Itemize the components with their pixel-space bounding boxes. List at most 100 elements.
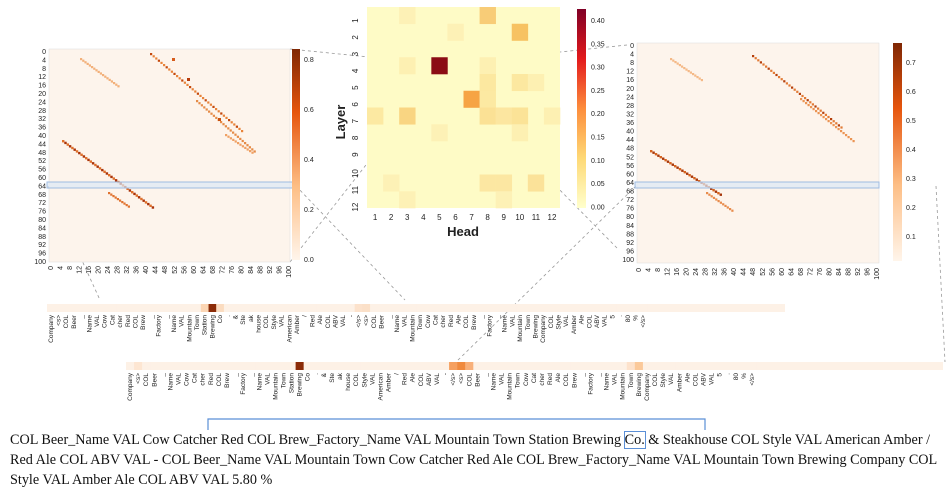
tick-label: Ale: [579, 315, 586, 325]
attention-cell: [811, 103, 814, 106]
tick-label: 0.4: [304, 157, 314, 164]
right-colorbar-ticks: 0.7 0.6 0.5 0.4 0.3 0.2 0.1: [906, 60, 916, 241]
center-x-ticks: 1 2 3 4 5 6 7 8 9 10 11 12: [373, 213, 557, 222]
attention-cell: [149, 204, 152, 207]
tick-label: 3: [351, 51, 360, 56]
tick-label: _: [479, 315, 486, 320]
heatmap-cell: [383, 174, 400, 192]
tick-label: 0.20: [591, 111, 605, 118]
attention-cell: [80, 58, 83, 61]
attention-cell: [835, 126, 838, 129]
token-cell: [385, 304, 394, 312]
tick-label: 48: [38, 150, 46, 157]
attention-cell: [752, 55, 755, 58]
attention-cell: [244, 146, 247, 149]
tick-label: VAL: [563, 315, 570, 327]
heatmap-cell: [527, 74, 545, 92]
token-cell: [362, 304, 371, 312]
token-cell: [54, 304, 63, 312]
token-cell: [439, 304, 448, 312]
token-cell: [651, 362, 660, 370]
tick-label: 0.25: [591, 88, 605, 95]
strip-bottom-cells: [126, 362, 757, 370]
tick-label: 24: [693, 268, 700, 276]
tick-label: 48: [162, 266, 169, 274]
attention-cell: [112, 195, 115, 198]
tick-label: ak: [248, 314, 255, 322]
tick-label: 16: [38, 83, 46, 90]
attention-cell: [147, 202, 150, 206]
tick-label: 4: [42, 57, 46, 64]
token-cell: [570, 362, 579, 370]
attention-cell: [830, 118, 833, 121]
token-cell: [447, 304, 455, 312]
figure-caption: COL Beer_Name VAL Cow Catcher Red COL Br…: [10, 430, 940, 490]
tick-label: <s>: [135, 373, 142, 384]
tick-label: 68: [210, 266, 217, 274]
attention-cell: [114, 179, 118, 182]
token-cell: [500, 304, 509, 312]
attention-cell: [75, 150, 79, 153]
tick-label: 56: [626, 163, 634, 170]
attention-cell: [234, 133, 237, 136]
attention-cell: [203, 106, 206, 109]
attention-cell: [729, 208, 732, 211]
attention-cell: [241, 139, 244, 143]
tick-label: Brewing: [532, 315, 539, 339]
attention-cell: [215, 116, 218, 119]
attention-cell: [73, 148, 76, 151]
tick-label: 36: [38, 125, 46, 132]
tick-label: Brewing: [209, 315, 216, 339]
tick-label: Brew: [140, 315, 147, 330]
tick-label: Town: [628, 373, 635, 389]
attention-cell: [173, 72, 176, 75]
heatmap-cell: [399, 57, 416, 75]
tick-label: 5: [717, 373, 724, 377]
tick-label: 44: [38, 141, 46, 148]
attention-cell: [731, 209, 734, 212]
tick-label: COL: [132, 315, 139, 329]
tick-label: 4: [421, 213, 426, 222]
tick-label: American: [286, 315, 293, 343]
tick-label: 0.30: [591, 65, 605, 72]
tick-label: 84: [38, 225, 46, 232]
attention-cell: [692, 73, 695, 76]
attention-cell: [650, 150, 653, 153]
attention-cell: [235, 125, 238, 128]
tick-label: /: [394, 373, 401, 375]
tick-label: cher: [200, 372, 207, 385]
tick-label: COL: [586, 315, 593, 329]
token-cell: [339, 304, 348, 312]
token-cell: [193, 304, 202, 312]
attention-cell: [127, 205, 130, 208]
token-cell: [352, 362, 361, 370]
tick-label: 0.2: [906, 205, 916, 212]
tick-label: COL: [692, 373, 699, 387]
attention-cell: [715, 198, 718, 201]
token-cell: [239, 304, 248, 312]
token-cell: [208, 304, 217, 312]
tick-label: 0.8: [304, 57, 314, 64]
attention-cell: [681, 65, 684, 68]
token-cell: [610, 362, 619, 370]
attention-cell: [835, 122, 838, 125]
tick-label: 96: [864, 268, 871, 276]
tick-label: Factory: [486, 314, 493, 336]
attention-cell: [84, 61, 87, 64]
tick-label: 8: [351, 135, 360, 140]
attention-cell: [689, 71, 692, 74]
tick-label: cher: [117, 314, 124, 327]
strip-top-labels: Company <s> COL Beer _ Name VAL Cow Cat cher Red CO…: [48, 314, 647, 343]
attention-cell: [674, 165, 677, 168]
tick-label: 60: [191, 266, 198, 274]
token-cell: [600, 304, 609, 312]
tick-label: %: [741, 373, 748, 379]
center-colorbar-ticks: 0.40 0.35 0.30 0.25 0.20 0.15 0.10 0.05 0.00: [591, 18, 605, 211]
attention-cell: [220, 112, 223, 115]
tick-label: Mountain: [620, 373, 627, 400]
token-cell: [547, 304, 555, 312]
attention-cell: [778, 76, 781, 79]
tick-label: 72: [38, 200, 46, 207]
attention-cell: [210, 112, 213, 115]
tick-label: 52: [760, 268, 767, 276]
